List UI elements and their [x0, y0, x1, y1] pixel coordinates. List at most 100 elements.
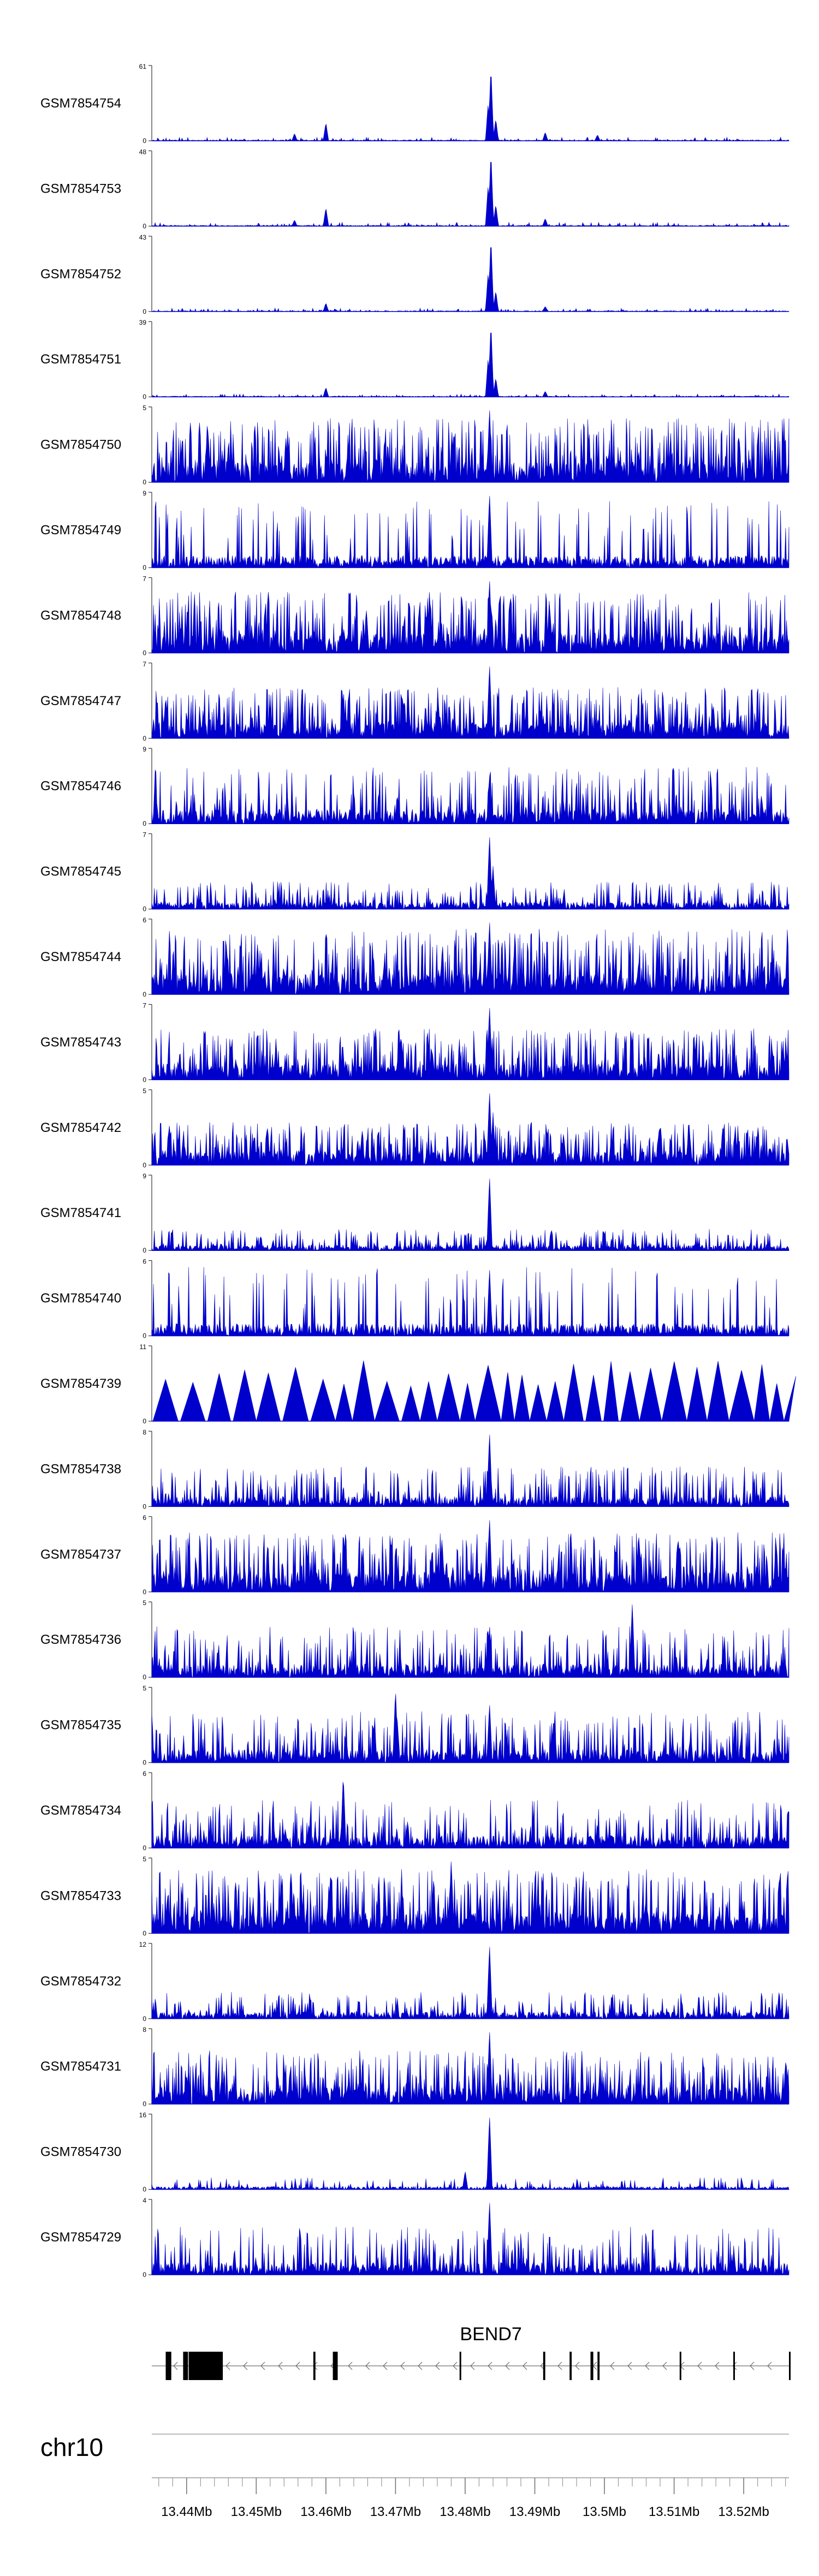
y-max-label: 7	[143, 575, 146, 582]
strand-arrow	[523, 2362, 527, 2370]
y-min-label: 0	[143, 2186, 146, 2193]
y-min-label: 0	[143, 1161, 146, 1169]
track-GSM7854740: GSM7854740 6 0	[40, 1258, 790, 1340]
exon	[733, 2352, 735, 2380]
x-tick-label: 13.46Mb	[300, 2505, 351, 2519]
track-GSM7854736: GSM7854736 5 0	[40, 1599, 790, 1681]
track-GSM7854742: GSM7854742 5 0	[40, 1087, 790, 1169]
y-max-label: 12	[139, 1941, 147, 1948]
signal-area	[151, 1947, 790, 2019]
exon	[543, 2352, 545, 2380]
y-min-label: 0	[143, 2271, 146, 2279]
signal-area	[151, 76, 790, 141]
strand-arrow	[260, 2362, 265, 2370]
signal-area	[151, 1178, 790, 1251]
strand-arrow	[400, 2362, 405, 2370]
track-label: GSM7854732	[40, 1974, 121, 1989]
exon	[165, 2352, 171, 2380]
strand-arrow	[645, 2362, 650, 2370]
signal-area	[151, 1520, 790, 1593]
strand-arrow	[662, 2362, 667, 2370]
signal-area	[151, 1007, 790, 1080]
signal-tracks: GSM7854754610GSM7854753480GSM7854752430G…	[40, 63, 796, 2279]
track-GSM7854745: GSM7854745 7 0	[40, 831, 790, 913]
x-tick-label: 13.45Mb	[231, 2505, 282, 2519]
y-min-label: 0	[143, 1929, 146, 1937]
y-min-label: 0	[143, 649, 146, 657]
track-GSM7854739: GSM7854739 11 0	[40, 1343, 796, 1425]
y-max-label: 6	[143, 1770, 146, 1778]
y-min-label: 0	[143, 1759, 146, 1767]
y-min-label: 0	[143, 137, 146, 145]
signal-area	[151, 2118, 790, 2190]
track-GSM7854738: GSM7854738 8 0	[40, 1428, 790, 1510]
track-label: GSM7854747	[40, 694, 121, 708]
strand-arrow	[575, 2362, 580, 2370]
track-label: GSM7854740	[40, 1291, 121, 1306]
y-max-label: 6	[143, 916, 146, 924]
strand-arrow	[243, 2362, 248, 2370]
y-min-label: 0	[143, 1076, 146, 1083]
track-GSM7854748: GSM7854748 7 0	[40, 575, 790, 657]
y-min-label: 0	[143, 564, 146, 571]
y-max-label: 5	[143, 404, 146, 412]
track-GSM7854737: GSM7854737 6 0	[40, 1514, 790, 1596]
signal-area	[151, 666, 790, 739]
track-label: GSM7854735	[40, 1718, 121, 1733]
track-label: GSM7854744	[40, 950, 121, 964]
strand-arrow	[505, 2362, 510, 2370]
signal-area	[151, 247, 790, 312]
track-label: GSM7854753	[40, 181, 121, 196]
track-label: GSM7854737	[40, 1547, 121, 1562]
track-label: GSM7854736	[40, 1632, 121, 1647]
track-GSM7854751: GSM7854751 39 0	[40, 319, 790, 401]
y-max-label: 8	[143, 2026, 146, 2034]
track-label: GSM7854733	[40, 1888, 121, 1903]
x-tick-label: 13.44Mb	[161, 2505, 212, 2519]
strand-arrow	[225, 2362, 230, 2370]
signal-area	[151, 2032, 790, 2104]
track-GSM7854733: GSM7854733 5 0	[40, 1855, 790, 1937]
strand-arrow	[365, 2362, 370, 2370]
x-tick-label: 13.47Mb	[370, 2505, 421, 2519]
track-label: GSM7854742	[40, 1120, 121, 1135]
y-min-label: 0	[143, 820, 146, 827]
track-GSM7854752: GSM7854752 43 0	[40, 234, 790, 315]
strand-arrow	[557, 2362, 562, 2370]
gene-track: BEND7	[152, 2324, 791, 2380]
signal-area	[151, 496, 790, 568]
track-GSM7854735: GSM7854735 5 0	[40, 1685, 790, 1767]
y-max-label: 48	[139, 148, 147, 156]
strand-arrow	[435, 2362, 440, 2370]
y-max-label: 11	[140, 1343, 147, 1351]
y-max-label: 6	[143, 1514, 146, 1522]
track-label: GSM7854750	[40, 438, 121, 452]
strand-arrow	[453, 2362, 458, 2370]
track-label: GSM7854730	[40, 2145, 121, 2160]
y-max-label: 5	[143, 1855, 146, 1863]
track-GSM7854734: GSM7854734 6 0	[40, 1770, 790, 1852]
y-max-label: 8	[143, 1428, 146, 1436]
y-min-label: 0	[143, 222, 146, 230]
signal-area	[151, 1093, 790, 1166]
strand-arrow	[540, 2362, 545, 2370]
y-max-label: 5	[143, 1087, 146, 1095]
strand-arrow	[173, 2362, 178, 2370]
strand-arrow	[767, 2362, 772, 2370]
track-GSM7854744: GSM7854744 6 0	[40, 916, 790, 998]
track-GSM7854729: GSM7854729 4 0	[40, 2197, 790, 2279]
track-GSM7854741: GSM7854741 9 0	[40, 1172, 790, 1254]
signal-area	[151, 1694, 790, 1763]
track-label: GSM7854752	[40, 267, 121, 282]
track-label: GSM7854734	[40, 1803, 121, 1818]
y-max-label: 61	[139, 63, 147, 70]
y-min-label: 0	[143, 1673, 146, 1681]
exon	[590, 2352, 594, 2380]
strand-arrow	[488, 2362, 492, 2370]
strand-arrow	[627, 2362, 632, 2370]
y-min-label: 0	[143, 991, 146, 998]
y-max-label: 9	[143, 746, 146, 753]
y-max-label: 6	[143, 1258, 146, 1266]
signal-area	[151, 162, 790, 226]
